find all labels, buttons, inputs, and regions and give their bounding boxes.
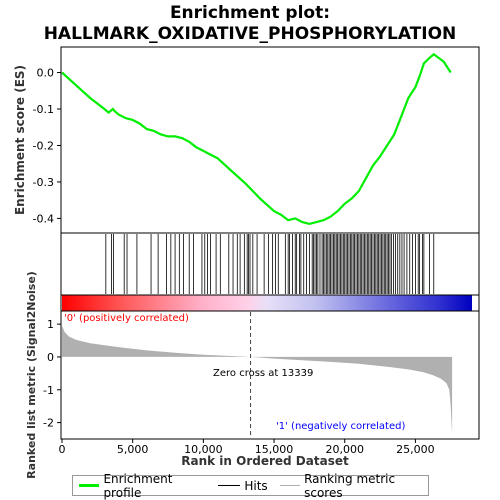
x-tick-label: 25,000 [396, 443, 435, 456]
negative-correlated-label: '1' (negatively correlated) [276, 421, 405, 432]
metric-y-axis-label: Ranked list metric (Signal2Noise) [25, 271, 38, 479]
metric-panel: 1 0 -1 -2 '0' (positively correlated) '1' (… [25, 271, 480, 479]
es-y-tick-label: -0.3 [33, 176, 54, 189]
positive-correlated-label: '0' (positively correlated) [64, 313, 189, 324]
ranking-metric-area [62, 325, 453, 435]
metric-panel-frame [60, 310, 480, 440]
zero-cross-label: Zero cross at 13339 [213, 368, 313, 379]
legend: Enrichment profile Hits Ranking metric s… [72, 472, 429, 500]
es-y-tick-label: -0.1 [33, 103, 54, 116]
metric-y-tick-label: 0 [47, 351, 54, 364]
x-tick-label: 5,000 [117, 443, 149, 456]
metric-y-tick-label: -2 [43, 417, 54, 430]
x-tick-label: 20,000 [325, 443, 364, 456]
legend-item-hits: Hits [218, 478, 268, 493]
hits-panel-frame [60, 232, 480, 296]
es-panel: 0.0 -0.1 -0.2 -0.3 -0.4 Enrichment score (ES… [13, 46, 480, 234]
legend-es-swatch [79, 484, 100, 487]
rank-gradient [62, 295, 472, 311]
es-y-tick-label: -0.4 [33, 212, 54, 225]
legend-item-metric: Ranking metric scores [279, 471, 428, 500]
es-y-tick-label: -0.2 [33, 139, 54, 152]
x-tick-label: 0 [59, 443, 66, 456]
legend-hits-label: Hits [244, 478, 268, 493]
es-y-tick-label: 0.0 [37, 67, 55, 80]
chart-title-line1: Enrichment plot: [170, 3, 330, 23]
x-tick-label: 15,000 [255, 443, 294, 456]
legend-es-label: Enrichment profile [103, 471, 173, 500]
hits-panel [60, 232, 480, 296]
legend-hits-swatch [218, 485, 241, 486]
legend-metric-swatch [279, 485, 301, 486]
metric-y-tick-label: 1 [47, 318, 54, 331]
enrichment-profile-line [61, 52, 452, 226]
rank-gradient-bar [60, 294, 480, 312]
es-y-ticks: 0.0 -0.1 -0.2 -0.3 -0.4 [33, 67, 61, 225]
metric-y-tick-label: -1 [43, 384, 54, 397]
legend-item-es: Enrichment profile [79, 472, 206, 500]
es-y-axis-label: Enrichment score (ES) [13, 65, 27, 215]
es-panel-frame [60, 46, 480, 234]
hit-lines [105, 234, 435, 294]
x-ticks: 0 5,000 10,000 15,000 20,000 25,000 [59, 439, 435, 456]
x-axis-label: Rank in Ordered Dataset [181, 454, 349, 468]
x-tick-label: 10,000 [184, 443, 223, 456]
chart-title-line2: HALLMARK_OXIDATIVE_PHOSPHORYLATION [44, 24, 457, 44]
metric-y-ticks: 1 0 -1 -2 [43, 318, 61, 430]
legend-metric-label: Ranking metric scores [304, 471, 396, 500]
